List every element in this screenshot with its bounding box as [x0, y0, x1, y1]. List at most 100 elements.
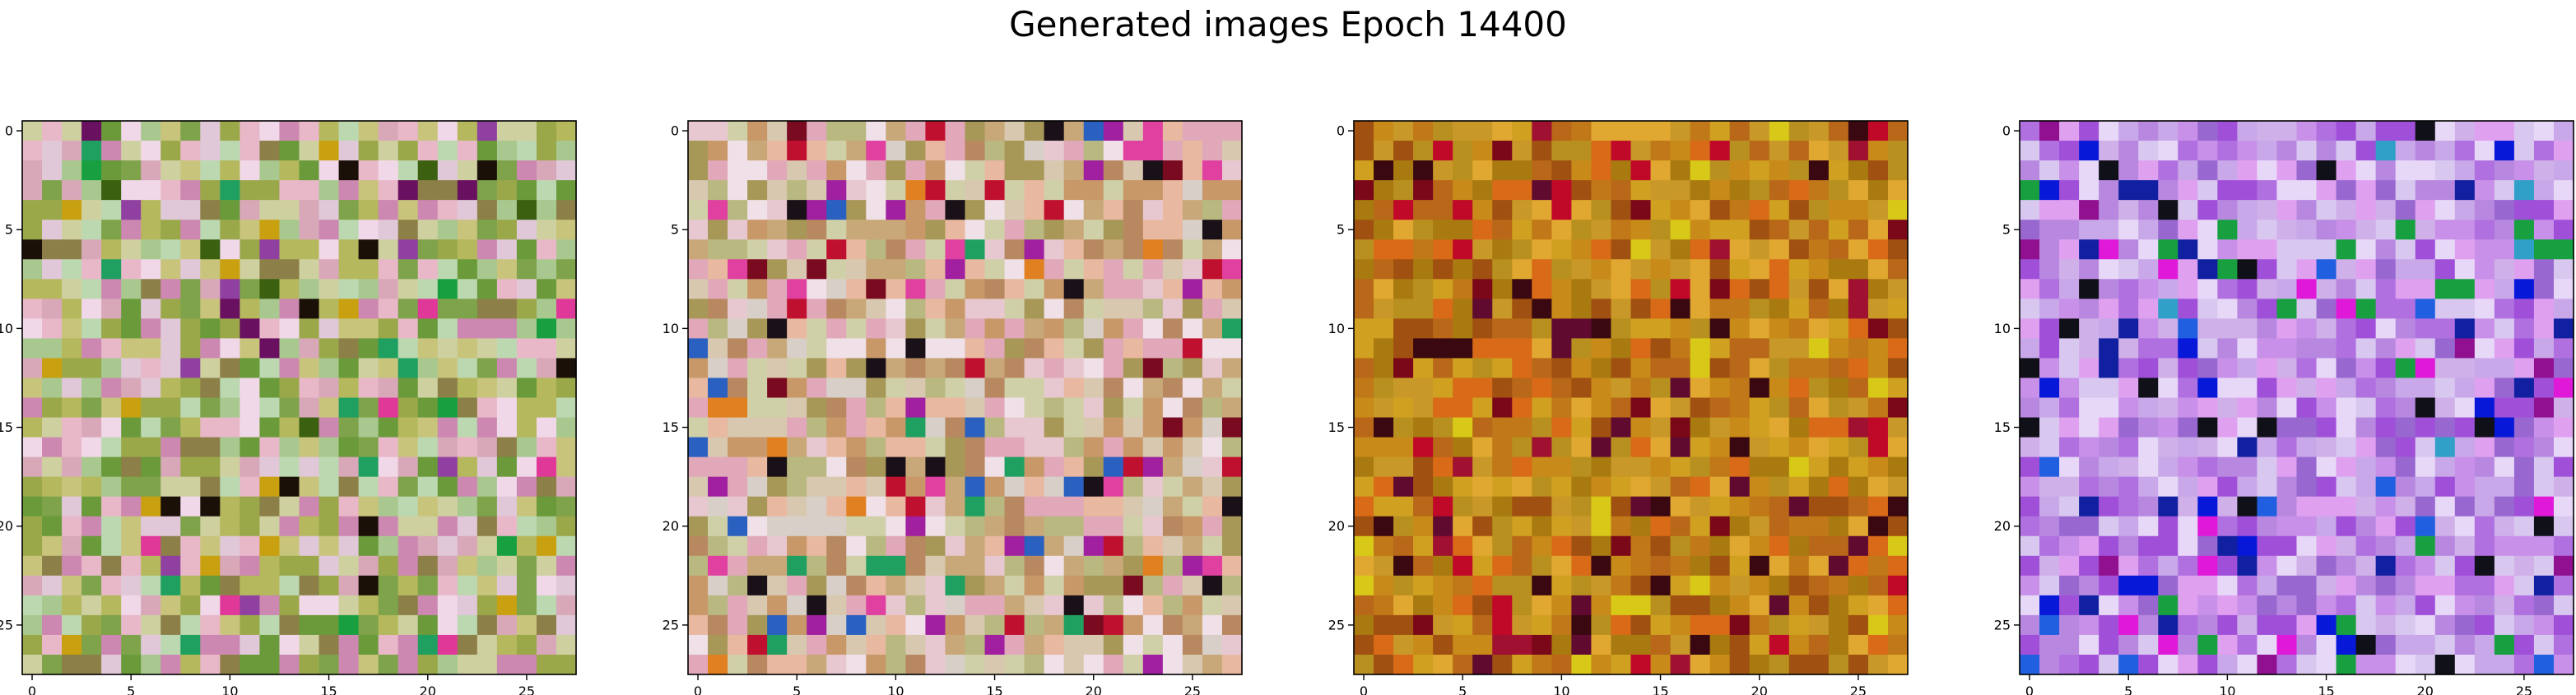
pixel-cell: [708, 338, 728, 359]
pixel-cell: [2178, 160, 2198, 181]
pixel-cell: [2375, 358, 2397, 379]
pixel-cell: [1083, 437, 1104, 458]
pixel-cell: [239, 220, 261, 240]
pixel-cell: [2375, 279, 2397, 299]
pixel-cell: [2454, 239, 2476, 260]
pixel-cell: [807, 378, 827, 399]
pixel-cell: [2138, 516, 2159, 537]
pixel-cell: [2316, 318, 2337, 339]
pixel-cell: [2257, 200, 2278, 220]
pixel-cell: [2296, 318, 2318, 339]
pixel-cell: [437, 121, 458, 141]
pixel-cell: [1083, 259, 1104, 280]
pixel-cell: [2217, 141, 2238, 161]
pixel-cell: [1103, 259, 1124, 280]
pixel-cell: [807, 476, 827, 498]
pixel-cell: [708, 378, 728, 399]
pixel-cell: [846, 141, 867, 161]
pixel-cell: [477, 595, 498, 616]
pixel-cell: [2237, 634, 2258, 656]
pixel-cell: [767, 318, 788, 339]
pixel-cell: [220, 417, 240, 438]
pixel-cell: [866, 397, 886, 419]
pixel-cell: [1221, 358, 1243, 379]
pixel-cell: [905, 200, 927, 220]
pixel-cell: [279, 299, 300, 319]
pixel-cell: [556, 239, 577, 260]
pixel-cell: [358, 417, 379, 438]
pixel-cell: [437, 160, 458, 181]
pixel-cell: [1063, 378, 1085, 399]
pixel-cell: [62, 141, 82, 161]
pixel-cell: [417, 417, 439, 438]
pixel-cell: [259, 417, 281, 438]
pixel-cell: [945, 239, 966, 260]
pixel-cell: [2158, 279, 2178, 299]
pixel-cell: [2454, 654, 2476, 675]
pixel-cell: [2138, 220, 2159, 240]
pixel-cell: [2474, 516, 2495, 537]
y-tick-label: 5: [2002, 222, 2011, 238]
pixel-cell: [965, 220, 986, 240]
pixel-cell: [2138, 397, 2159, 419]
pixel-cell: [965, 318, 986, 339]
figure-title: Generated images Epoch 14400: [1009, 4, 1567, 44]
pixel-cell: [536, 200, 557, 220]
pixel-cell: [1063, 358, 1085, 379]
pixel-cell: [826, 121, 847, 141]
pixel-cell: [81, 516, 102, 537]
pixel-cell: [2197, 496, 2218, 517]
pixel-cell: [2316, 417, 2337, 438]
pixel-cell: [2276, 121, 2298, 141]
pixel-cell: [747, 141, 768, 161]
pixel-cell: [1202, 160, 1223, 181]
pixel-cell: [259, 141, 281, 161]
pixel-cell: [2494, 180, 2515, 201]
pixel-cell: [2434, 121, 2456, 141]
pixel-cell: [299, 535, 320, 557]
pixel-cell: [886, 358, 906, 379]
pixel-cell: [2257, 160, 2278, 181]
pixel-cell: [2553, 456, 2574, 478]
pixel-cell: [2513, 220, 2535, 240]
pixel-cell: [457, 634, 478, 656]
pixel-cell: [2434, 338, 2456, 359]
pixel-cell: [417, 535, 439, 557]
pixel-cell: [708, 397, 728, 419]
pixel-cell: [22, 516, 43, 537]
pixel-cell: [1182, 180, 1203, 201]
pixel-cell: [417, 378, 439, 399]
pixel-cell: [2276, 496, 2298, 517]
pixel-cell: [2434, 417, 2456, 438]
pixel-cell: [437, 378, 458, 399]
pixel-cell: [2197, 121, 2218, 141]
pixel-cell: [708, 180, 728, 201]
pixel-cell: [2355, 575, 2377, 596]
pixel-cell: [2059, 299, 2080, 319]
pixel-cell: [2316, 575, 2337, 596]
pixel-cell: [62, 555, 82, 577]
pixel-cell: [807, 338, 827, 359]
pixel-cell: [2158, 437, 2178, 458]
pixel-cell: [516, 239, 537, 260]
pixel-cell: [1142, 279, 1164, 299]
pixel-cell: [2434, 595, 2456, 616]
pixel-cell: [2454, 456, 2476, 478]
pixel-cell: [984, 437, 1006, 458]
pixel-cell: [1142, 318, 1164, 339]
pixel-cell: [1083, 496, 1104, 517]
pixel-cell: [1182, 338, 1203, 359]
pixel-cell: [121, 535, 142, 557]
pixel-cell: [688, 160, 709, 181]
pixel-cell: [1202, 299, 1223, 319]
pixel-cell: [81, 654, 102, 675]
pixel-cell: [141, 456, 161, 478]
pixel-cell: [516, 575, 537, 596]
pixel-cell: [2217, 200, 2238, 220]
pixel-cell: [141, 378, 161, 399]
pixel-cell: [160, 121, 181, 141]
pixel-cell: [1123, 417, 1144, 438]
pixel-cell: [299, 220, 320, 240]
pixel-cell: [1083, 476, 1104, 498]
pixel-cell: [747, 437, 768, 458]
